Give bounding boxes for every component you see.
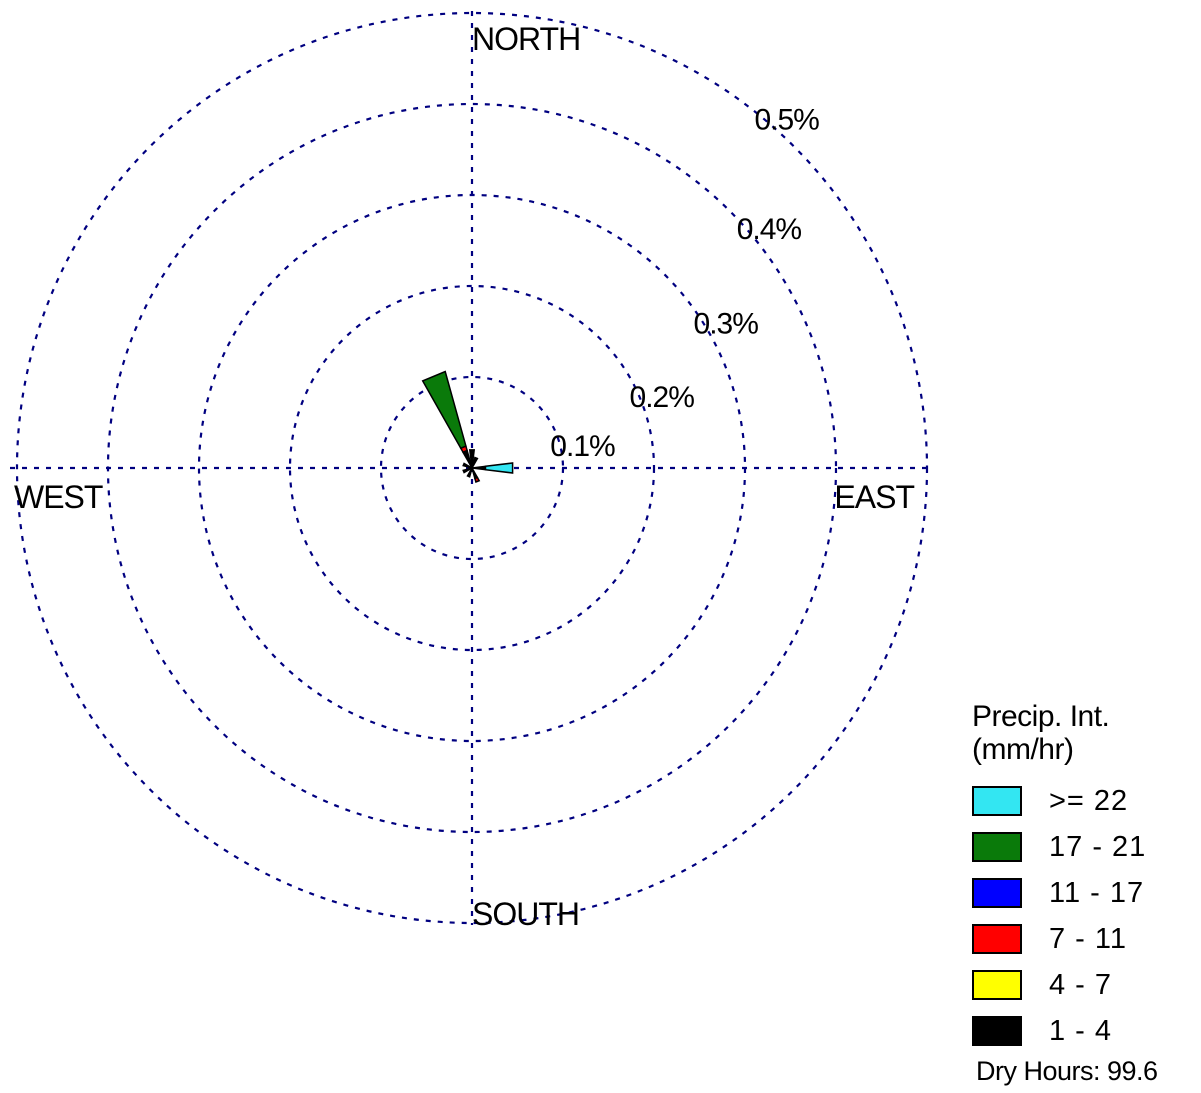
- ring-2: [288, 284, 656, 652]
- legend-label: 4 - 7: [1049, 968, 1113, 1001]
- legend-item: 1 - 4: [972, 1008, 1201, 1054]
- direction-label-north: NORTH: [472, 21, 580, 57]
- legend-label: >= 22: [1049, 784, 1129, 817]
- legend-item: 11 - 17: [972, 870, 1201, 916]
- legend-item: >= 22: [972, 778, 1201, 824]
- legend-swatch: [972, 786, 1022, 816]
- legend-label: 1 - 4: [1049, 1014, 1113, 1047]
- legend-item: 4 - 7: [972, 962, 1201, 1008]
- legend-swatch: [972, 878, 1022, 908]
- legend-title-line-2: (mm/hr): [972, 733, 1074, 766]
- direction-label-east: EAST: [834, 479, 914, 515]
- legend: Precip. Int. (mm/hr) >= 22 17 - 21 11 - 17…: [972, 700, 1201, 1054]
- legend-swatch: [972, 1016, 1022, 1046]
- direction-label-south: SOUTH: [472, 896, 579, 932]
- petal-0-segment-1: [468, 449, 476, 469]
- legend-label: 17 - 21: [1049, 830, 1147, 863]
- ring-label-3: 0.3%: [694, 307, 759, 340]
- legend-label: 7 - 11: [1049, 922, 1128, 955]
- legend-label: 11 - 17: [1049, 876, 1145, 909]
- direction-label-west: WEST: [14, 479, 103, 515]
- petal-247.5-segment-1: [462, 467, 473, 474]
- legend-item: 17 - 21: [972, 824, 1201, 870]
- legend-title-line-1: Precip. Int.: [972, 700, 1110, 733]
- petals-layer: [421, 370, 514, 484]
- legend-item: 7 - 11: [972, 916, 1201, 962]
- ring-label-4: 0.4%: [737, 213, 802, 246]
- petal-157.5-segment-1: [471, 467, 479, 480]
- petal-22.5-segment-1: [471, 456, 479, 469]
- dry-hours-label: Dry Hours: 99.6: [976, 1056, 1158, 1086]
- ring-5: [15, 11, 929, 925]
- petal-157.5-segment-2: [473, 476, 481, 484]
- petal-90-segment-2: [484, 462, 514, 474]
- petal-292.5-segment-1: [462, 462, 473, 469]
- petal-202.5-segment-1: [466, 467, 473, 478]
- petal-90-segment-1: [471, 465, 487, 471]
- ring-label-1: 0.1%: [550, 430, 615, 463]
- legend-swatch: [972, 924, 1022, 954]
- ring-label-2: 0.2%: [630, 381, 695, 414]
- legend-swatch: [972, 970, 1022, 1000]
- ring-label-5: 0.5%: [754, 103, 819, 136]
- labels-layer: NORTH SOUTH EAST WEST: [14, 21, 915, 932]
- legend-swatch: [972, 832, 1022, 862]
- ring-labels-layer: 0.1% 0.2% 0.3% 0.4% 0.5%: [550, 103, 820, 463]
- petal-337.5-segment-3: [421, 370, 467, 450]
- legend-items: >= 22 17 - 21 11 - 17 7 - 11 4 - 7 1 - 4: [972, 778, 1201, 1054]
